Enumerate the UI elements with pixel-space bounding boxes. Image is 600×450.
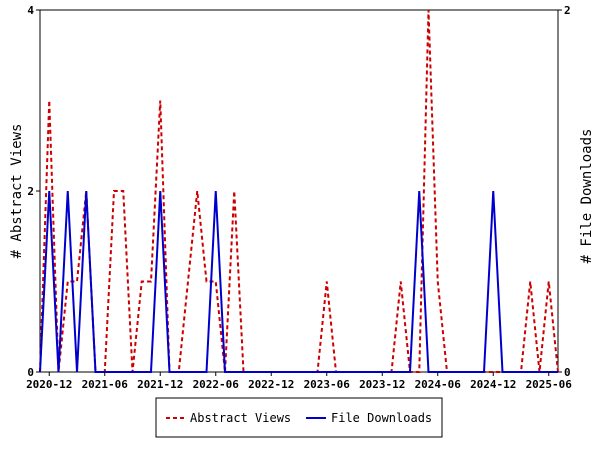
legend-label-file-downloads: File Downloads bbox=[331, 411, 432, 425]
point-abstract-views-2020-12 bbox=[49, 100, 50, 101]
x-tick-label: 2021-12 bbox=[137, 378, 183, 391]
point-file-downloads-2021-10 bbox=[141, 371, 142, 372]
point-file-downloads-2024-04 bbox=[419, 190, 420, 191]
point-file-downloads-2022-09 bbox=[243, 371, 244, 372]
point-file-downloads-2024-11 bbox=[483, 371, 484, 372]
y-tick-label: 2 bbox=[27, 185, 34, 198]
x-axis-ticks: 2020-12 2021-06 2021-12 2022-06 2022-12 2023-… bbox=[26, 372, 572, 391]
series-layer bbox=[39, 9, 559, 373]
point-file-downloads-2024-07 bbox=[446, 371, 447, 372]
point-file-downloads-2025-02 bbox=[511, 371, 512, 372]
point-file-downloads-2022-03 bbox=[187, 371, 188, 372]
point-file-downloads-2021-04 bbox=[86, 190, 87, 191]
point-file-downloads-2022-08 bbox=[234, 371, 235, 372]
x-tick-label: 2024-06 bbox=[415, 378, 462, 391]
point-file-downloads-2023-03 bbox=[298, 371, 299, 372]
point-file-downloads-2023-01 bbox=[280, 371, 281, 372]
legend-label-abstract-views: Abstract Views bbox=[190, 411, 291, 425]
point-file-downloads-2024-03 bbox=[409, 371, 410, 372]
point-file-downloads-2024-10 bbox=[474, 371, 475, 372]
point-file-downloads-2021-02 bbox=[67, 190, 68, 191]
y-tick-label: 0 bbox=[27, 366, 34, 379]
point-file-downloads-2024-01 bbox=[391, 371, 392, 372]
series-line-file-downloads bbox=[39, 190, 558, 373]
series-line-abstract-views bbox=[39, 9, 559, 373]
point-file-downloads-2025-03 bbox=[520, 371, 521, 372]
y-right-tick-label: 2 bbox=[564, 4, 571, 17]
point-file-downloads-2022-05 bbox=[206, 371, 207, 372]
point-file-downloads-2023-02 bbox=[289, 371, 290, 372]
x-tick-label: 2022-06 bbox=[193, 378, 240, 391]
point-abstract-views-2022-06 bbox=[215, 281, 216, 282]
point-file-downloads-2023-10 bbox=[363, 371, 364, 372]
point-file-downloads-2021-05 bbox=[95, 371, 96, 372]
point-abstract-views-2023-06 bbox=[326, 281, 327, 282]
point-file-downloads-2025-01 bbox=[502, 371, 503, 372]
point-abstract-views-2024-04 bbox=[419, 371, 420, 372]
point-file-downloads-2024-02 bbox=[400, 371, 401, 372]
point-abstract-views-2021-10 bbox=[141, 281, 142, 282]
point-file-downloads-2023-05 bbox=[317, 371, 318, 372]
point-abstract-views-2025-06 bbox=[548, 281, 549, 282]
point-file-downloads-2023-11 bbox=[372, 371, 373, 372]
point-file-downloads-2023-07 bbox=[335, 371, 336, 372]
y-right-tick-label: 0 bbox=[564, 366, 571, 379]
x-tick-label: 2023-06 bbox=[304, 378, 351, 391]
point-file-downloads-2024-09 bbox=[465, 371, 466, 372]
x-tick-label: 2025-06 bbox=[526, 378, 573, 391]
point-file-downloads-2022-02 bbox=[178, 371, 179, 372]
point-file-downloads-2021-01 bbox=[58, 371, 59, 372]
point-file-downloads-2021-12 bbox=[160, 190, 161, 191]
point-file-downloads-2021-08 bbox=[123, 371, 124, 372]
point-abstract-views-2024-06 bbox=[437, 281, 438, 282]
y-axis-right-ticks: 02 bbox=[558, 4, 571, 379]
point-file-downloads-2024-05 bbox=[428, 371, 429, 372]
point-file-downloads-2022-06 bbox=[215, 190, 216, 191]
x-tick-label: 2023-12 bbox=[359, 378, 405, 391]
x-tick-label: 2024-12 bbox=[470, 378, 516, 391]
point-file-downloads-2021-07 bbox=[113, 371, 114, 372]
y-axis-right-title: # File Downloads bbox=[579, 129, 595, 264]
y-axis-left-title: # Abstract Views bbox=[9, 124, 25, 259]
point-abstract-views-2024-05 bbox=[428, 9, 429, 10]
x-tick-label: 2022-12 bbox=[248, 378, 294, 391]
point-file-downloads-2022-10 bbox=[252, 371, 253, 372]
point-abstract-views-2021-03 bbox=[76, 281, 77, 282]
point-abstract-views-2021-08 bbox=[123, 190, 124, 191]
point-abstract-views-2021-07 bbox=[113, 190, 114, 191]
point-file-downloads-2022-04 bbox=[197, 371, 198, 372]
point-file-downloads-2025-04 bbox=[530, 371, 531, 372]
point-file-downloads-2021-03 bbox=[76, 371, 77, 372]
point-abstract-views-2022-05 bbox=[206, 281, 207, 282]
point-abstract-views-2025-04 bbox=[530, 281, 531, 282]
point-abstract-views-2021-12 bbox=[160, 100, 161, 101]
point-file-downloads-2023-04 bbox=[308, 371, 309, 372]
point-file-downloads-2021-09 bbox=[132, 371, 133, 372]
point-file-downloads-2022-01 bbox=[169, 371, 170, 372]
y-tick-label: 4 bbox=[27, 4, 34, 17]
point-file-downloads-2023-08 bbox=[345, 371, 346, 372]
point-abstract-views-2021-11 bbox=[150, 281, 151, 282]
x-tick-label: 2021-06 bbox=[82, 378, 129, 391]
legend-box bbox=[155, 397, 443, 438]
point-abstract-views-2022-03 bbox=[187, 281, 188, 282]
point-file-downloads-2020-12 bbox=[49, 190, 50, 191]
legend: Abstract Views File Downloads bbox=[155, 397, 443, 438]
point-file-downloads-2023-09 bbox=[354, 371, 355, 372]
point-abstract-views-2021-02 bbox=[67, 281, 68, 282]
point-file-downloads-2024-12 bbox=[493, 190, 494, 191]
point-abstract-views-2022-04 bbox=[197, 190, 198, 191]
point-abstract-views-2024-02 bbox=[400, 281, 401, 282]
x-tick-label: 2020-12 bbox=[26, 378, 72, 391]
point-file-downloads-2022-11 bbox=[261, 371, 262, 372]
y-axis-ticks: 0 2 4 bbox=[27, 4, 40, 379]
point-file-downloads-2024-08 bbox=[456, 371, 457, 372]
point-file-downloads-2025-05 bbox=[539, 371, 540, 372]
point-file-downloads-2022-07 bbox=[224, 371, 225, 372]
point-abstract-views-2022-08 bbox=[234, 190, 235, 191]
point-file-downloads-2021-11 bbox=[150, 371, 151, 372]
